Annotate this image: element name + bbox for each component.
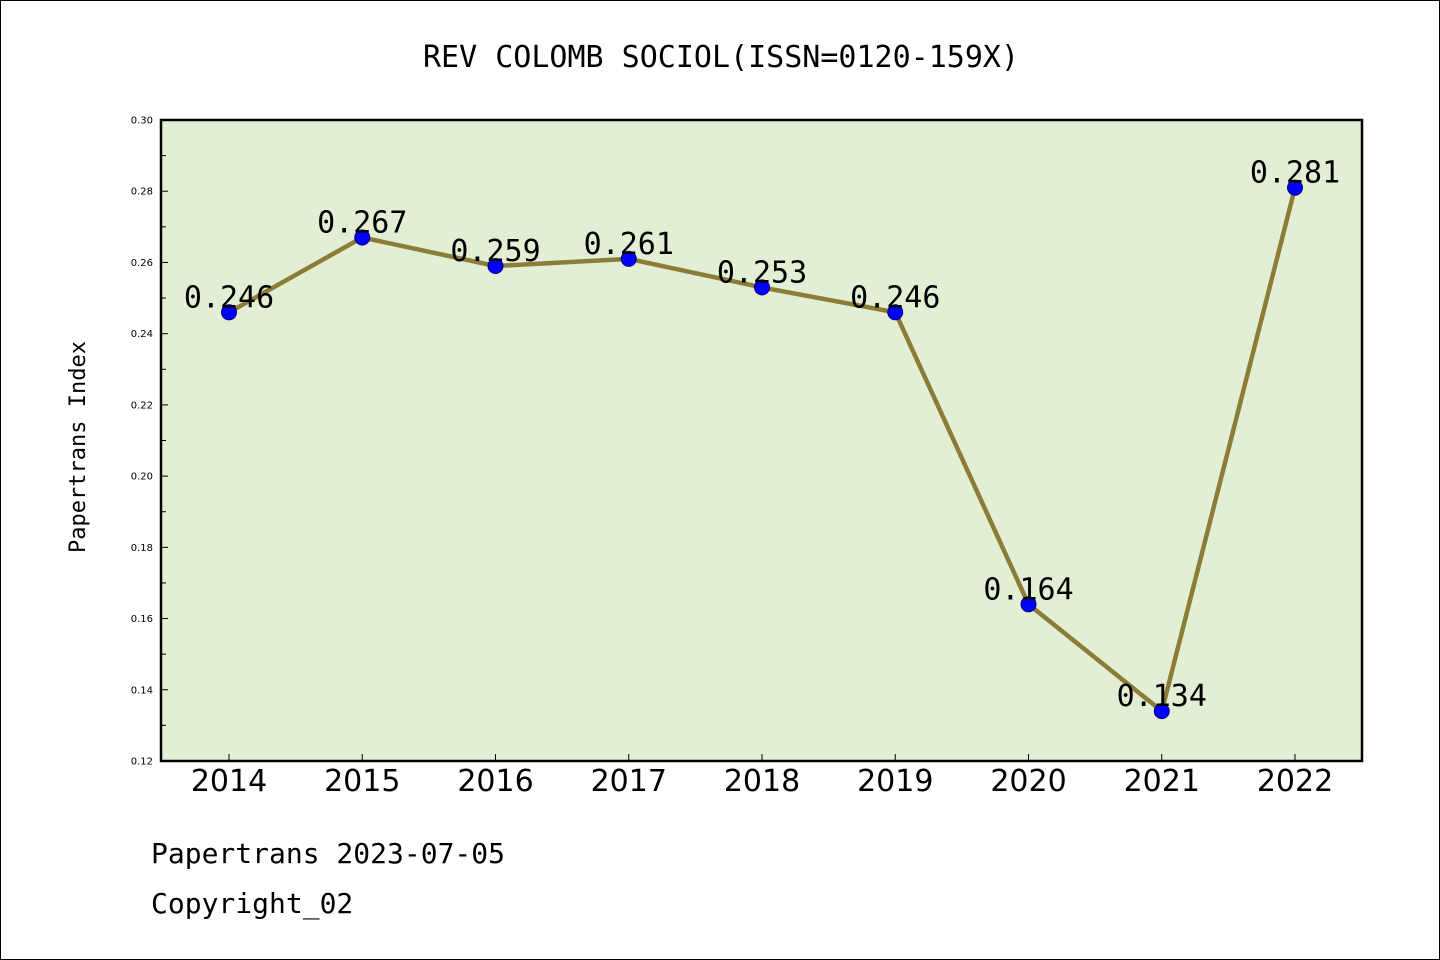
data-label: 0.246 xyxy=(850,280,940,315)
y-axis: 0.12 0.14 0.16 0.18 0.20 0.22 0.24 0.26 0.28 0.30 xyxy=(131,116,168,768)
y-tick-label: 0.14 xyxy=(131,685,153,696)
y-tick-label: 0.22 xyxy=(131,400,153,411)
data-point xyxy=(1153,703,1170,720)
x-axis: 2014 2015 2016 2017 2018 2019 2020 2021 2022 xyxy=(191,754,1333,799)
x-tick-label: 2018 xyxy=(724,764,800,799)
x-tick-label: 2022 xyxy=(1257,764,1333,799)
data-point xyxy=(754,279,770,296)
data-point xyxy=(887,304,904,321)
y-tick-label: 0.18 xyxy=(131,543,153,554)
data-label: 0.134 xyxy=(1117,679,1207,714)
data-label: 0.164 xyxy=(983,572,1073,607)
data-label: 0.246 xyxy=(184,280,274,315)
data-point xyxy=(620,250,637,267)
data-labels: 0.246 0.267 0.259 0.261 0.253 0.246 0.164 0.134… xyxy=(184,156,1340,714)
x-tick-label: 2014 xyxy=(191,764,267,799)
y-tick-label: 0.16 xyxy=(131,614,153,625)
x-tick-label: 2020 xyxy=(990,764,1066,799)
data-point xyxy=(487,258,504,275)
data-label: 0.281 xyxy=(1250,156,1340,191)
x-tick-label: 2015 xyxy=(324,764,400,799)
data-label: 0.259 xyxy=(450,234,540,269)
plot-area xyxy=(159,118,1364,763)
y-tick-label: 0.30 xyxy=(131,116,153,127)
data-point xyxy=(1020,596,1037,613)
data-point xyxy=(354,229,371,246)
data-label: 0.267 xyxy=(317,206,407,241)
data-label: 0.261 xyxy=(584,227,674,262)
footer-copyright: Copyright_02 xyxy=(151,887,354,920)
data-markers xyxy=(221,179,1303,720)
chart-title: REV COLOMB SOCIOL(ISSN=0120-159X) xyxy=(423,40,1019,75)
footer-date: Papertrans 2023-07-05 xyxy=(151,837,506,870)
y-tick-label: 0.12 xyxy=(131,757,153,768)
data-label: 0.253 xyxy=(717,255,807,290)
x-tick-label: 2017 xyxy=(591,764,667,799)
y-tick-label: 0.26 xyxy=(131,258,153,269)
x-tick-label: 2016 xyxy=(457,764,533,799)
y-tick-label: 0.28 xyxy=(131,187,153,198)
data-point xyxy=(1287,179,1303,196)
x-tick-label: 2021 xyxy=(1124,764,1200,799)
data-point xyxy=(221,304,237,321)
x-tick-label: 2019 xyxy=(857,764,933,799)
y-tick-label: 0.20 xyxy=(131,472,153,483)
y-tick-label: 0.24 xyxy=(131,329,153,340)
y-axis-label: Papertrans Index xyxy=(66,341,91,553)
